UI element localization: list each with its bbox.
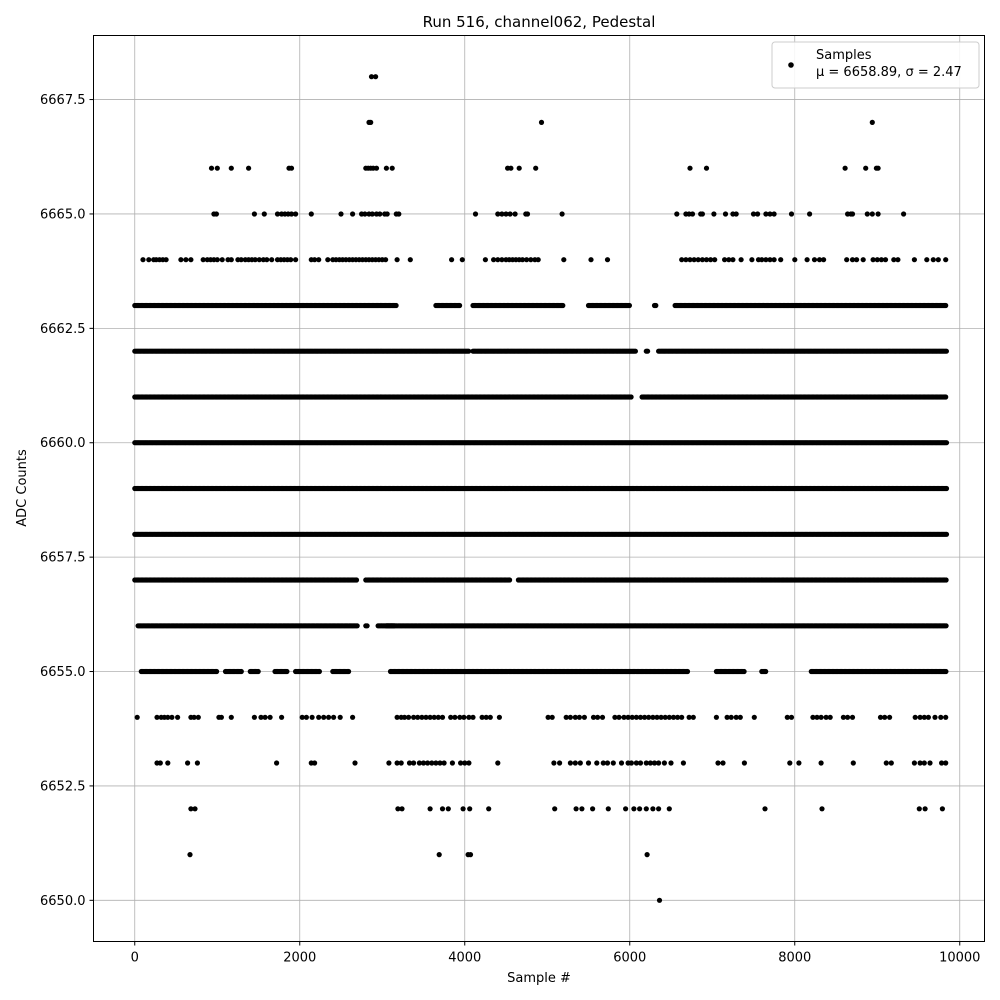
data-point xyxy=(364,623,370,629)
data-point xyxy=(238,668,244,675)
data-point xyxy=(457,302,463,309)
data-point xyxy=(943,394,949,400)
data-point xyxy=(346,668,352,675)
data-point xyxy=(316,668,322,675)
data-point xyxy=(632,348,639,354)
data-point xyxy=(255,668,261,675)
data-point xyxy=(943,440,950,446)
data-point xyxy=(943,348,950,354)
data-point xyxy=(645,348,651,354)
data-point xyxy=(943,623,949,629)
data-points xyxy=(132,74,950,903)
data-point xyxy=(653,302,659,309)
data-point xyxy=(284,668,290,675)
data-point xyxy=(943,577,949,583)
data-point xyxy=(943,485,950,492)
data-point xyxy=(560,302,566,309)
data-point xyxy=(466,348,472,354)
data-point xyxy=(628,394,634,400)
data-point xyxy=(353,577,360,583)
data-point xyxy=(393,302,399,309)
data-point xyxy=(214,668,220,675)
data-point xyxy=(943,302,949,309)
data-point xyxy=(626,302,633,309)
data-point xyxy=(507,577,513,583)
data-point xyxy=(943,531,950,537)
chart-title: Run 516, channel062, Pedestal xyxy=(423,13,656,31)
data-point xyxy=(354,623,360,629)
